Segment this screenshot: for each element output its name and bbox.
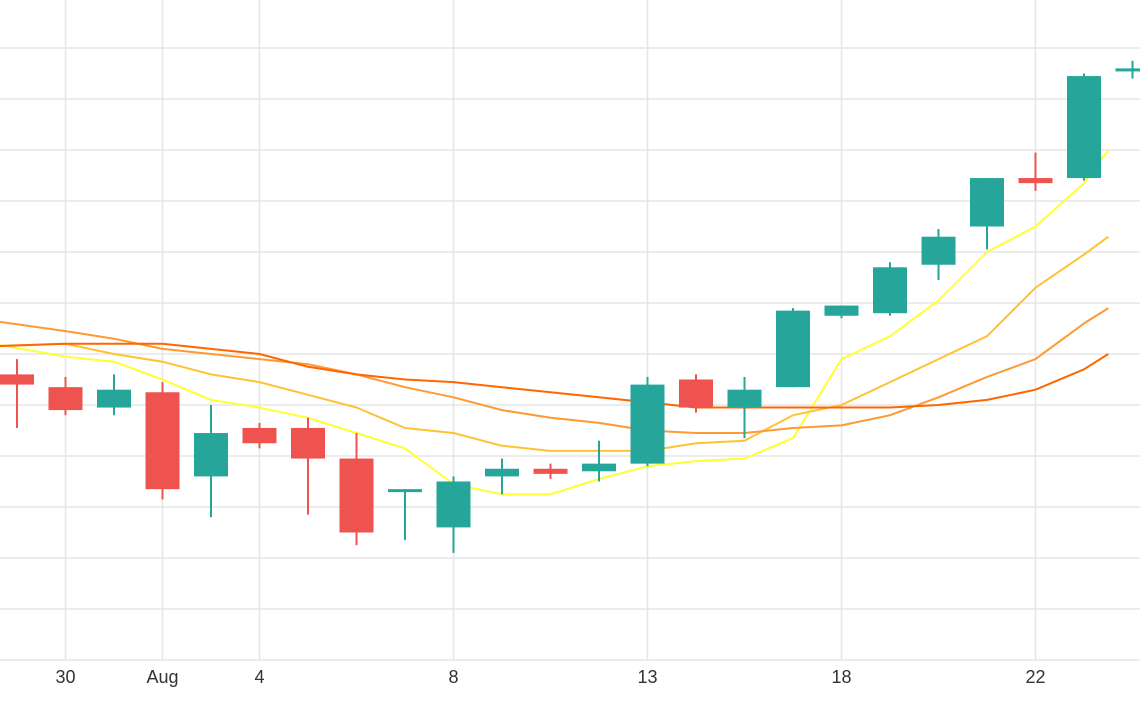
candle-body [1018, 178, 1053, 184]
candle-increasing [388, 489, 422, 541]
candle-decreasing [533, 463, 568, 479]
candle-body [194, 433, 228, 477]
candle-decreasing [1018, 152, 1053, 191]
candle-body [145, 392, 180, 490]
candle-increasing [776, 308, 810, 388]
x-tick-label: Aug [146, 667, 178, 687]
x-axis-tick-labels: 30 Aug 4 8 13 18 22 [55, 667, 1045, 687]
candle-increasing [485, 458, 519, 495]
candle-increasing [824, 305, 859, 319]
candle-body [1067, 76, 1101, 179]
grid-layer [0, 0, 1140, 661]
x-tick-label: 30 [55, 667, 75, 687]
candle-body [97, 389, 131, 408]
candle-increasing [194, 405, 228, 518]
candle-body [436, 481, 471, 528]
moving-average-line [0, 342, 1109, 409]
candle-increasing [727, 376, 762, 439]
candle-increasing [582, 440, 616, 482]
candle-body [1115, 68, 1140, 72]
candle-increasing [97, 374, 131, 416]
x-tick-label: 4 [254, 667, 264, 687]
candle-layer [0, 60, 1140, 553]
candle-decreasing [48, 376, 83, 416]
moving-average-line [0, 149, 1110, 496]
moving-average-line [0, 307, 1109, 434]
candle-body [921, 236, 956, 265]
candle-decreasing [339, 433, 374, 546]
candle-body [0, 374, 34, 385]
candle-increasing [921, 229, 956, 281]
candle-body [873, 267, 907, 314]
candle-body [339, 458, 374, 533]
candle-body [776, 310, 810, 388]
candle-body [242, 427, 277, 444]
candle-body [291, 427, 325, 459]
x-tick-label: 22 [1025, 667, 1045, 687]
candle-body [970, 178, 1004, 227]
candle-decreasing [679, 374, 713, 413]
candle-increasing [970, 178, 1004, 250]
candle-body [824, 305, 859, 316]
candle-decreasing [291, 417, 325, 515]
candle-body [582, 463, 616, 472]
candle-increasing [630, 376, 665, 467]
candle-decreasing [242, 422, 277, 449]
x-tick-label: 8 [448, 667, 458, 687]
x-tick-label: 13 [637, 667, 657, 687]
candle-decreasing [145, 382, 180, 500]
candle-body [533, 468, 568, 474]
moving-average-line [0, 235, 1109, 452]
x-tick-label: 18 [831, 667, 851, 687]
candle-increasing [1115, 60, 1140, 79]
candle-body [679, 379, 713, 408]
moving-average-layer [0, 149, 1110, 496]
candle-body [727, 389, 762, 408]
candle-decreasing [0, 359, 34, 428]
candle-increasing [873, 262, 907, 316]
candle-body [630, 384, 665, 464]
candle-increasing [436, 476, 471, 553]
candle-body [485, 468, 519, 477]
candle-body [388, 489, 422, 493]
candle-body [48, 387, 83, 411]
candle-increasing [1067, 73, 1101, 181]
